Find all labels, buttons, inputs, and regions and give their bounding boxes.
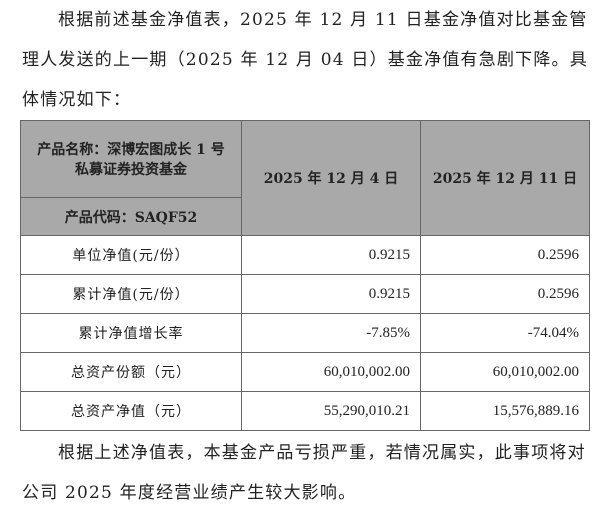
column-header-date-1: 2025 年 12 月 4 日 <box>241 120 421 236</box>
conclusion-paragraph: 根据上述净值表，本基金产品亏损严重，若情况属实，此事项将对公司 2025 年度经… <box>22 443 586 503</box>
column-header-date-2: 2025 年 12 月 11 日 <box>420 120 590 236</box>
cell-value: 0.9215 <box>241 235 421 275</box>
cell-value: 55,290,010.21 <box>241 391 421 431</box>
fund-nav-table: 产品名称：深博宏图成长 1 号私募证券投资基金 2025 年 12 月 4 日 … <box>20 120 590 431</box>
cell-value: 0.2596 <box>420 274 590 314</box>
row-label: 总资产净值（元） <box>20 391 242 431</box>
intro-paragraph: 根据前述基金净值表，2025 年 12 月 11 日基金净值对比基金管理人发送的… <box>22 10 588 110</box>
row-label: 单位净值(元/份） <box>20 235 242 275</box>
table-row: 总资产份额（元） 60,010,002.00 60,010,002.00 <box>20 352 590 392</box>
table-row: 累计净值(元/份） 0.9215 0.2596 <box>20 274 590 314</box>
cell-value: -7.85% <box>241 313 421 353</box>
product-name-cell: 产品名称：深博宏图成长 1 号私募证券投资基金 <box>20 120 242 198</box>
table-row: 累计净值增长率 -7.85% -74.04% <box>20 313 590 353</box>
cell-value: -74.04% <box>420 313 590 353</box>
cell-value: 0.2596 <box>420 235 590 275</box>
cell-value: 60,010,002.00 <box>241 352 421 392</box>
product-code-cell: 产品代码：SAQF52 <box>20 197 242 236</box>
cell-value: 0.9215 <box>241 274 421 314</box>
cell-value: 60,010,002.00 <box>420 352 590 392</box>
row-label: 累计净值(元/份） <box>20 274 242 314</box>
row-label: 累计净值增长率 <box>20 313 242 353</box>
cell-value: 15,576,889.16 <box>420 391 590 431</box>
row-label: 总资产份额（元） <box>20 352 242 392</box>
table-row: 单位净值(元/份） 0.9215 0.2596 <box>20 235 590 275</box>
table-row: 总资产净值（元） 55,290,010.21 15,576,889.16 <box>20 391 590 431</box>
